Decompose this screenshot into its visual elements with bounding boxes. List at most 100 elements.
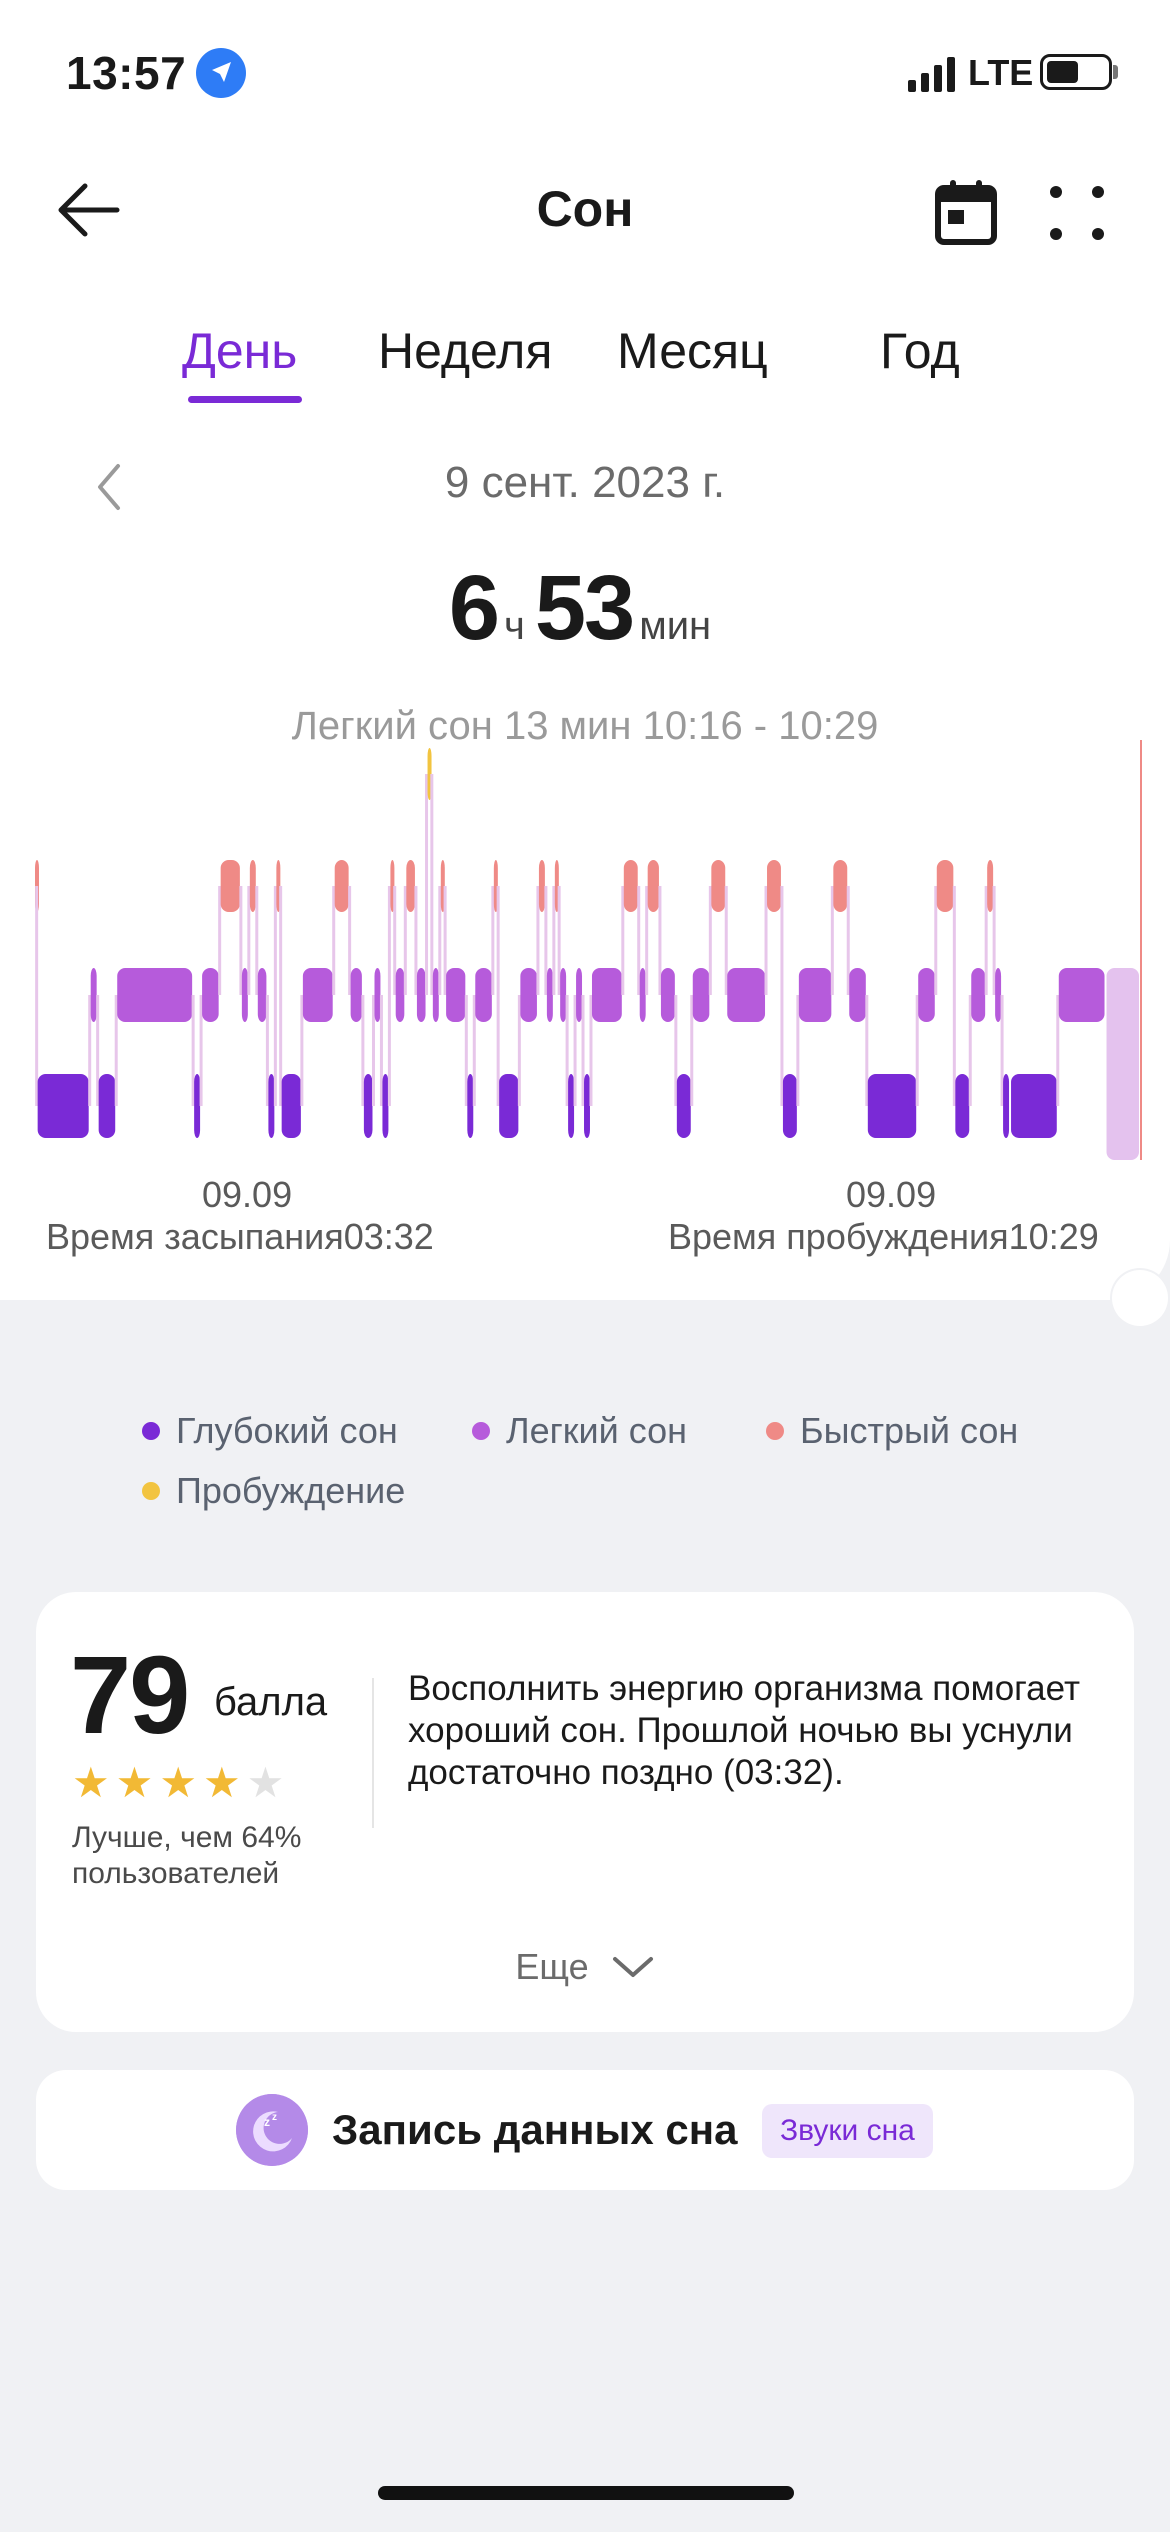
previous-day-button[interactable] — [80, 452, 140, 522]
star-filled-icon: ★ — [159, 1759, 197, 1806]
sleep-stage-segment-light[interactable] — [546, 968, 553, 1022]
sleep-stage-segment-light[interactable] — [849, 968, 866, 1022]
sleep-hypnogram-chart[interactable] — [0, 740, 1170, 1180]
sleep-stage-segment-deep[interactable] — [584, 1074, 590, 1138]
four-dots-icon — [1050, 186, 1104, 240]
sleep-stage-segment-light[interactable] — [202, 968, 219, 1022]
sleep-stage-segment-light[interactable] — [117, 968, 193, 1022]
sleep-recording-label: Запись данных сна — [332, 2106, 738, 2153]
network-type: LTE — [968, 52, 1034, 93]
sleep-stage-segment-deep[interactable] — [568, 1074, 575, 1138]
sleep-stage-segment-rem[interactable] — [334, 860, 349, 912]
sleep-stage-segment-rem[interactable] — [711, 860, 726, 912]
sleep-stage-segment-deep[interactable] — [676, 1074, 691, 1138]
sleep-stage-segment-light[interactable] — [692, 968, 710, 1022]
sleep-stage-segment-light[interactable] — [591, 968, 622, 1022]
more-button[interactable]: Еще — [36, 1946, 1134, 1988]
sleep-stage-segment-deep[interactable] — [268, 1074, 275, 1138]
sleep-stage-segment-light[interactable] — [971, 968, 986, 1022]
star-rating: ★ ★ ★ ★ ★ — [72, 1762, 284, 1804]
more-options-button[interactable] — [1040, 176, 1114, 250]
sleep-stage-segment-light[interactable] — [350, 968, 362, 1022]
legend-label: Быстрый сон — [800, 1410, 1019, 1451]
sleep-stage-segment-deep[interactable] — [867, 1074, 917, 1138]
sleep-stage-segment-light[interactable] — [798, 968, 832, 1022]
legend-deep-sleep: Глубокий сон — [142, 1410, 398, 1452]
sleep-stage-segment-deep[interactable] — [37, 1074, 89, 1138]
sleep-stage-segment-light[interactable] — [432, 968, 439, 1022]
sleep-stage-segment-deep[interactable] — [281, 1074, 301, 1138]
svg-text:z: z — [272, 2112, 277, 2123]
back-button[interactable] — [50, 170, 130, 250]
sleep-stage-segment-light[interactable] — [995, 968, 1002, 1022]
legend-label: Глубокий сон — [176, 1410, 398, 1451]
sleep-stage-segment-deep[interactable] — [194, 1074, 201, 1138]
sleep-recording-card[interactable]: z z Запись данных сна Звуки сна — [36, 2070, 1134, 2190]
sleep-stage-segment-deep[interactable] — [1011, 1074, 1057, 1138]
star-filled-icon: ★ — [202, 1759, 241, 1806]
calendar-icon — [935, 180, 997, 245]
sleep-stage-segment-light[interactable] — [395, 968, 405, 1022]
sleep-sounds-badge[interactable]: Звуки сна — [762, 2104, 933, 2158]
sleep-stage-segment-light[interactable] — [727, 968, 766, 1022]
star-empty-icon: ★ — [246, 1759, 285, 1806]
chevron-down-icon — [612, 1957, 653, 1977]
date-label: 9 сент. 2023 г. — [444, 458, 726, 507]
home-indicator — [378, 2486, 794, 2500]
sleep-stage-segment-rem[interactable] — [406, 860, 415, 912]
sleep-stage-segment-deep[interactable] — [363, 1074, 373, 1138]
sleep-stage-segment-rem[interactable] — [623, 860, 638, 912]
sleep-stage-segment-rem[interactable] — [987, 860, 994, 912]
sleep-stage-segment-deep[interactable] — [467, 1074, 474, 1138]
sleep-stage-segment-light[interactable] — [475, 968, 492, 1022]
sleep-stage-segment-light[interactable] — [560, 968, 567, 1022]
sleep-stage-segment-light[interactable] — [374, 968, 381, 1022]
calendar-button[interactable] — [930, 176, 1004, 250]
sleep-stage-segment-light[interactable] — [416, 968, 426, 1022]
sleep-stage-segment-light[interactable] — [1106, 968, 1139, 1160]
sleep-stage-segment-light[interactable] — [257, 968, 267, 1022]
sleep-stage-segment-rem[interactable] — [538, 860, 545, 912]
svg-text:z: z — [264, 2115, 270, 2129]
sleep-stage-segment-rem[interactable] — [833, 860, 848, 912]
selected-segment-label: Легкий сон 13 мин 10:16 - 10:29 — [291, 704, 879, 748]
sleep-stage-segment-light[interactable] — [576, 968, 583, 1022]
sleep-stage-segment-rem[interactable] — [220, 860, 240, 912]
duration-minutes: 53 — [534, 557, 635, 659]
tab-week[interactable]: Неделя — [378, 323, 553, 379]
sleep-stage-segment-deep[interactable] — [499, 1074, 519, 1138]
sleep-stage-segment-deep[interactable] — [98, 1074, 116, 1138]
percentile-text: Лучше, чем 64% пользователей — [72, 1821, 302, 1890]
card-divider — [372, 1678, 374, 1828]
sleep-score-card: 79 балла ★ ★ ★ ★ ★ Лучше, чем 64% пользовате… — [36, 1592, 1134, 2032]
legend-label: Легкий сон — [506, 1410, 688, 1451]
sleep-stage-segment-deep[interactable] — [782, 1074, 797, 1138]
sleep-stage-segment-light[interactable] — [90, 968, 97, 1022]
sleep-stage-segment-light[interactable] — [241, 968, 248, 1022]
sleep-stage-segment-rem[interactable] — [936, 860, 954, 912]
sleep-stage-segment-light[interactable] — [520, 968, 537, 1022]
sleep-stage-segment-light[interactable] — [446, 968, 466, 1022]
tab-day[interactable]: День — [182, 323, 298, 379]
legend-rem-sleep: Быстрый сон — [766, 1410, 1018, 1452]
star-filled-icon: ★ — [115, 1759, 154, 1806]
sleep-stage-segment-light[interactable] — [639, 968, 646, 1022]
tab-month[interactable]: Месяц — [617, 323, 768, 379]
sleep-stage-segment-deep[interactable] — [955, 1074, 970, 1138]
legend-dot-awake — [142, 1482, 160, 1500]
sleep-stage-segment-deep[interactable] — [382, 1074, 389, 1138]
sleep-stage-segment-light[interactable] — [1058, 968, 1105, 1022]
sleep-score-value: 79 — [70, 1634, 190, 1757]
sleep-stage-segment-light[interactable] — [918, 968, 935, 1022]
sleep-stage-segment-rem[interactable] — [249, 860, 256, 912]
sleep-stage-segment-deep[interactable] — [1003, 1074, 1010, 1138]
legend-dot-rem — [766, 1422, 784, 1440]
legend-dot-light — [472, 1422, 490, 1440]
sleep-stage-segment-rem[interactable] — [767, 860, 781, 912]
axis-end-date: 09.09 — [846, 1174, 937, 1215]
sleep-stage-segment-light[interactable] — [302, 968, 333, 1022]
sleep-stage-segment-rem[interactable] — [647, 860, 659, 912]
panel-notch — [1112, 1270, 1168, 1326]
sleep-stage-segment-light[interactable] — [660, 968, 675, 1022]
tab-year[interactable]: Год — [880, 323, 960, 379]
